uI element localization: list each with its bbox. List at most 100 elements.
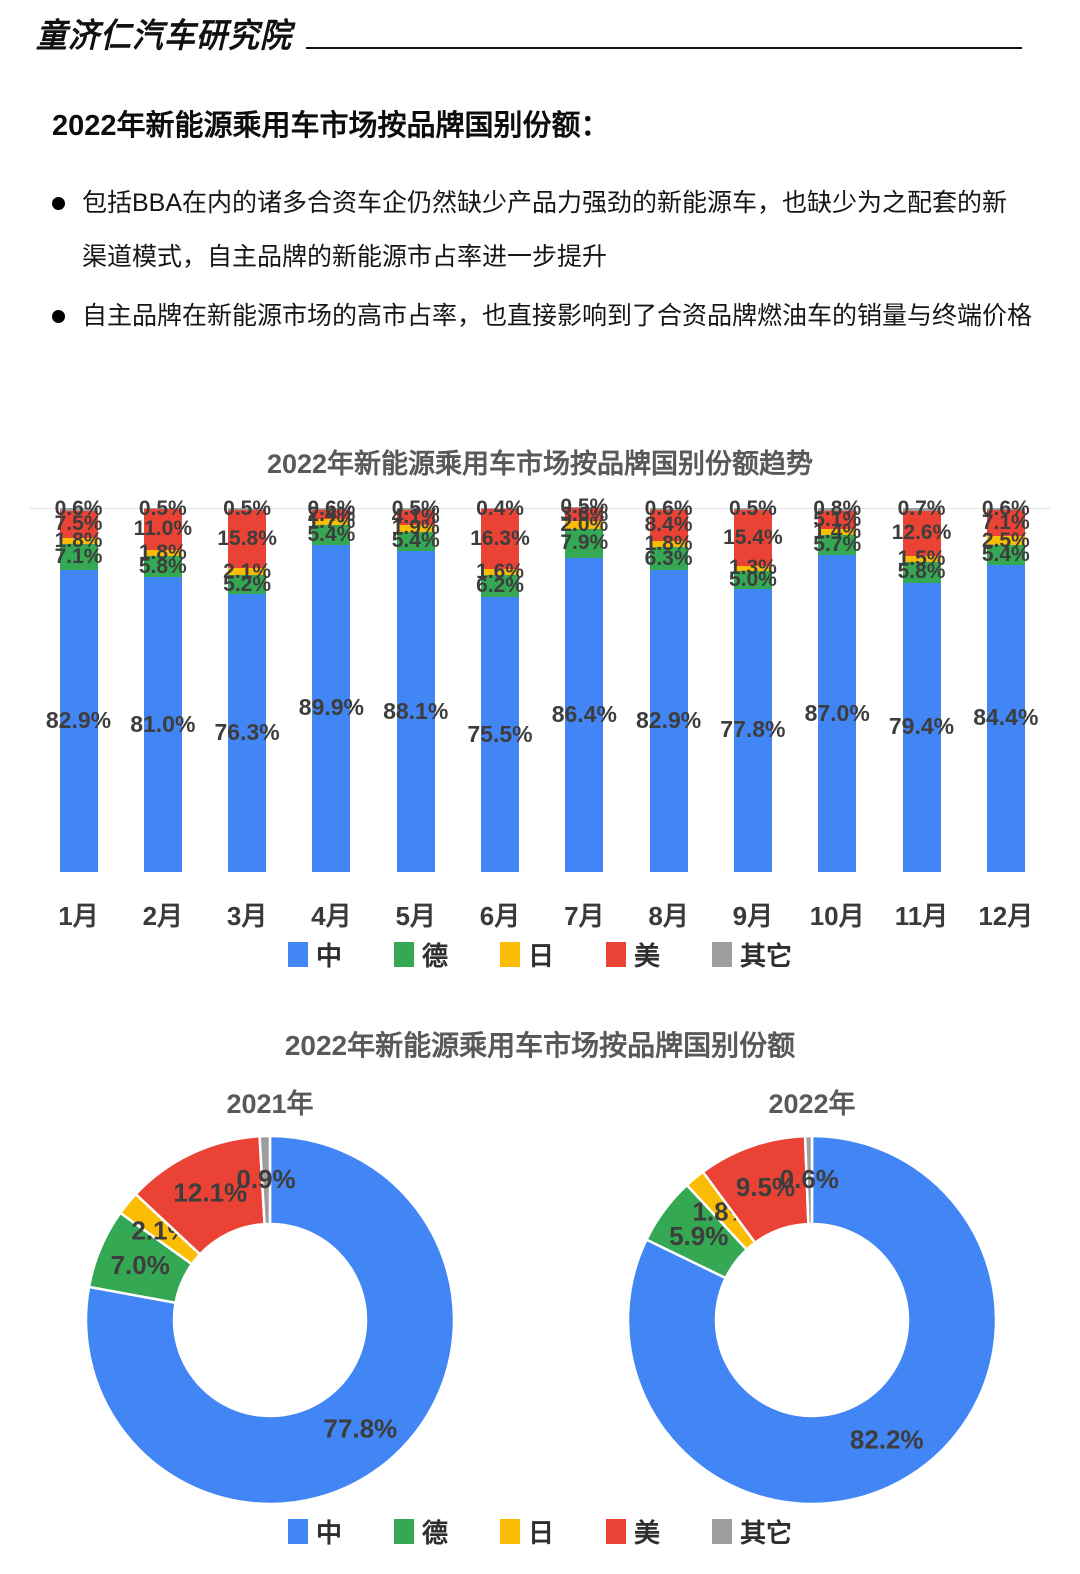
legend-chip-icon: [287, 1519, 308, 1544]
bar-value-label-美-10月: 5.1%: [813, 508, 862, 532]
bullet-text: 自主品牌在新能源市场的高市占率，也直接影响到了合资品牌燃油车的销量与终端价格: [82, 302, 1033, 330]
bar-value-label-日-8月: 1.8%: [644, 532, 693, 556]
bullet-text: 包括BBA在内的诸多合资车企仍然缺少产品力强劲的新能源车，也缺少为之配套的新渠道…: [82, 189, 1008, 271]
legend-chip-icon: [712, 942, 733, 967]
bar-segment-其它-1月: [59, 508, 98, 511]
bar-segment-日-8月: [649, 540, 688, 548]
bar-value-label-德-4月: 5.4%: [307, 522, 356, 546]
x-axis-label-4月: 4月: [311, 901, 352, 931]
bar-value-label-日-9月: 1.3%: [728, 556, 777, 580]
bar-segment-德-11月: [902, 561, 941, 583]
bar-segment-美-12月: [986, 510, 1025, 537]
donut-chart-2021: 77.8%7.0%2.1%12.1%0.9%: [84, 1134, 456, 1506]
bar-segment-日-4月: [312, 518, 351, 526]
legend-item-其它: 其它: [712, 1513, 792, 1550]
bar-segment-日-10月: [818, 529, 857, 535]
legend-label: 美: [634, 1518, 661, 1548]
bar-segment-其它-7月: [565, 506, 604, 509]
bar-segment-美-10月: [818, 510, 857, 530]
bar-value-label-德-12月: 5.4%: [981, 542, 1030, 566]
bar-segment-德-10月: [818, 534, 857, 556]
donut-value-label-美-2022年: 9.5%: [736, 1172, 795, 1202]
bar-segment-美-6月: [481, 509, 519, 569]
legend-label: 日: [527, 1518, 554, 1548]
bar-value-label-中-5月: 88.1%: [383, 697, 449, 724]
bar-value-label-其它-4月: 0.6%: [307, 497, 356, 521]
bar-value-label-中-10月: 87.0%: [804, 699, 870, 726]
bar-value-label-中-8月: 82.9%: [635, 707, 702, 734]
bar-segment-中-11月: [902, 582, 941, 872]
bar-segment-德-8月: [649, 547, 688, 571]
stacked-bar-chart: 0.6% 7.5% 1.8% 7.1% 82.9% 1月 0.5% 11.0% 1.8% 5.8%…: [0, 495, 1080, 931]
bar-value-label-美-1月: 7.5%: [54, 512, 103, 536]
bar-segment-日-12月: [986, 536, 1025, 546]
bar-segment-美-5月: [396, 509, 435, 525]
legend-label: 德: [421, 941, 448, 971]
x-axis-label-11月: 11月: [894, 901, 949, 931]
bar-segment-其它-8月: [649, 508, 688, 511]
legend-chip-icon: [712, 1519, 733, 1544]
bar-segment-日-6月: [481, 568, 519, 575]
bar-segment-中-8月: [649, 570, 688, 872]
bar-value-label-其它-10月: 0.8%: [813, 497, 862, 521]
bar-value-label-其它-3月: 0.5%: [223, 497, 272, 521]
bar-segment-美-1月: [59, 510, 98, 538]
legend-item-美: 美: [606, 936, 660, 973]
bullet-item: 包括BBA在内的诸多合资车企仍然缺少产品力强劲的新能源车，也缺少为之配套的新渠道…: [52, 176, 1032, 284]
bar-segment-德-3月: [228, 575, 267, 595]
bar-segment-中-6月: [481, 597, 519, 872]
legend-label: 中: [315, 1518, 342, 1548]
bar-value-label-德-6月: 6.2%: [476, 573, 524, 597]
donut-chart-2022: 82.2%5.9%1.8%9.5%0.6%: [626, 1134, 998, 1506]
donut-value-label-其它-2021年: 0.9%: [236, 1164, 295, 1194]
bar-segment-日-9月: [733, 565, 772, 571]
bar-chart-legend: 中 德 日 美 其它: [0, 936, 1080, 973]
bar-value-label-其它-1月: 0.6%: [54, 497, 103, 521]
bar-value-label-其它-6月: 0.4%: [476, 496, 524, 520]
bar-value-label-德-8月: 6.3%: [644, 546, 693, 570]
bar-segment-德-12月: [986, 545, 1025, 565]
x-axis-label-5月: 5月: [395, 901, 436, 931]
bar-value-label-其它-8月: 0.6%: [644, 497, 693, 521]
bar-value-label-德-7月: 7.9%: [560, 531, 609, 555]
bar-segment-日-3月: [228, 567, 267, 576]
legend-item-其它: 其它: [712, 936, 792, 973]
bar-segment-其它-5月: [396, 508, 435, 510]
bar-value-label-德-3月: 5.2%: [223, 572, 272, 596]
bar-segment-日-11月: [902, 556, 941, 562]
bar-segment-日-5月: [396, 524, 435, 532]
legend-label: 美: [634, 941, 661, 971]
legend-label: 中: [315, 941, 342, 971]
bar-value-label-中-6月: 75.5%: [467, 720, 533, 747]
bar-segment-中-10月: [818, 555, 857, 872]
bar-segment-其它-11月: [902, 508, 941, 511]
bar-segment-中-7月: [565, 557, 604, 872]
donut-subtitle-2021: 2021年: [226, 1089, 314, 1119]
bar-segment-其它-3月: [228, 508, 267, 511]
bar-segment-其它-4月: [312, 508, 351, 511]
bullet-dot-icon: [52, 197, 65, 210]
bar-value-label-美-5月: 4.1%: [391, 505, 440, 529]
legend-item-日: 日: [499, 1513, 554, 1550]
donut-subtitle-2022: 2022年: [768, 1089, 856, 1119]
bar-segment-日-2月: [143, 549, 182, 557]
bar-segment-德-1月: [59, 544, 98, 571]
bar-value-label-德-9月: 5.0%: [728, 567, 777, 591]
bar-segment-德-5月: [396, 531, 435, 552]
bar-value-label-日-10月: 1.4%: [813, 520, 862, 544]
bar-segment-德-9月: [733, 570, 772, 589]
donut-slice-中-2021年: [84, 1134, 456, 1506]
bar-value-label-美-2月: 11.0%: [133, 517, 192, 541]
bar-segment-德-7月: [565, 528, 604, 558]
donut-value-label-德-2021年: 7.0%: [111, 1250, 170, 1280]
x-axis-label-7月: 7月: [564, 901, 605, 931]
x-axis-label-6月: 6月: [479, 901, 521, 931]
x-axis-label-9月: 9月: [732, 901, 774, 931]
bar-value-label-日-12月: 2.5%: [981, 528, 1030, 552]
bar-value-label-美-9月: 15.4%: [723, 525, 783, 549]
bar-value-label-其它-2月: 0.5%: [138, 496, 187, 520]
bar-value-label-美-11月: 12.6%: [891, 521, 952, 545]
bar-value-label-美-3月: 15.8%: [217, 526, 277, 550]
bar-segment-美-7月: [565, 508, 604, 522]
